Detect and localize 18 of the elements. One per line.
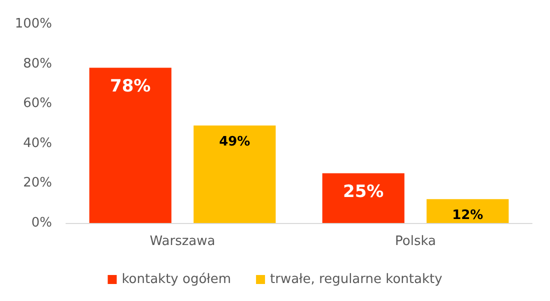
bar: [89, 68, 172, 223]
y-tick-label: 0%: [31, 216, 52, 230]
x-tick-label: Polska: [395, 234, 436, 249]
y-tick-label: 100%: [14, 16, 52, 32]
y-tick-label: 60%: [23, 96, 52, 112]
x-tick-label: Warszawa: [150, 234, 216, 249]
data-label: 49%: [219, 134, 250, 150]
data-label: 78%: [110, 76, 151, 96]
bar: [194, 125, 276, 223]
legend-label: kontakty ogółem: [122, 272, 232, 287]
y-tick-label: 80%: [23, 56, 52, 72]
bar: [322, 173, 404, 223]
bar: [426, 199, 509, 223]
data-label: 25%: [343, 182, 384, 202]
y-tick-label: 20%: [23, 176, 52, 191]
y-tick-label: 40%: [23, 136, 52, 151]
data-label: 12%: [452, 208, 484, 224]
legend-label: trwałe, regularne kontakty: [270, 272, 443, 287]
